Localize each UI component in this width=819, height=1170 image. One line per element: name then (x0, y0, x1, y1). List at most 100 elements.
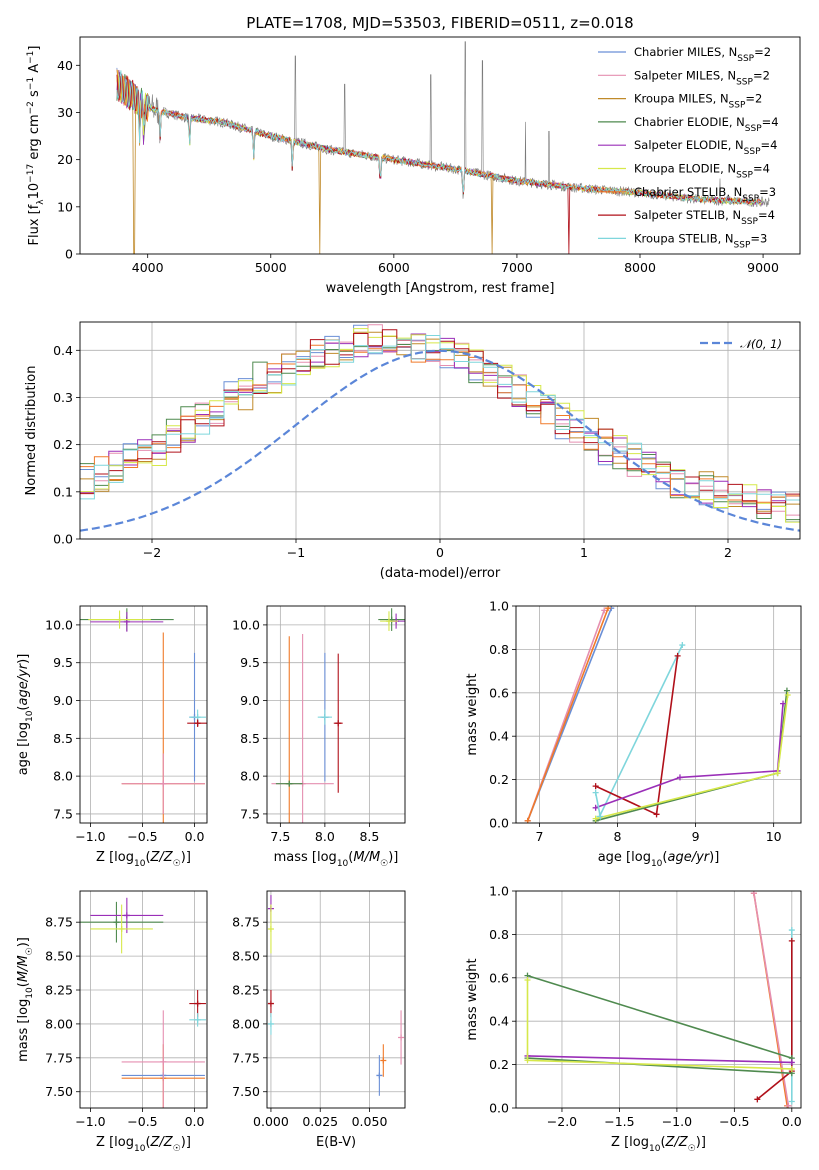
x-axis-label: age [log10(age/yr)] (598, 850, 720, 869)
panel-massweight-vs-age: 7 8 9 10 0.0 0.2 0.4 0.6 0.8 1.0 (489, 599, 802, 844)
y-tick-label: 0.2 (53, 437, 73, 452)
plot-area (271, 608, 405, 823)
series-line (527, 1057, 792, 1075)
data-point (788, 1059, 795, 1066)
y-tick-label: 8.25 (45, 983, 73, 998)
model-spectrum (116, 69, 764, 205)
y-tick-label: 8.0 (240, 769, 260, 784)
x-tick-label: 2 (724, 545, 732, 560)
data-point (267, 1000, 274, 1007)
x-tick-label: −1 (287, 545, 305, 560)
data-point (674, 652, 681, 659)
y-tick-label: 8.5 (240, 731, 260, 746)
y-axis-label: age [log10(age/yr)] (16, 654, 35, 776)
axes-frame (79, 36, 801, 255)
data-point (676, 774, 683, 781)
y-axis-label: Flux [fλ10−17 erg cm−2 s−1 A−1] (26, 46, 46, 246)
x-tick-label: 8.5 (359, 829, 379, 844)
y-axis-label: mass weight (465, 673, 480, 755)
data-point (113, 919, 120, 926)
data-point (774, 770, 781, 777)
figure-title: PLATE=1708, MJD=53503, FIBERID=0511, z=0… (246, 14, 633, 32)
y-axis-label: Normed distribution (24, 366, 39, 496)
series-line (526, 607, 609, 822)
x-tick-label: 0.000 (253, 1114, 289, 1129)
series-line (598, 644, 684, 817)
x-axis-label: wavelength [Angstrom, rest frame] (326, 281, 555, 296)
x-tick-label: −0.5 (719, 1114, 749, 1129)
legend-label: Kroupa ELODIE, NSSP=4 (634, 162, 770, 181)
model-spectrum (116, 75, 567, 254)
y-tick-label: 1.0 (489, 599, 509, 614)
x-tick-label: 0.050 (352, 1114, 388, 1129)
x-tick-label: −1.0 (75, 1114, 105, 1129)
x-tick-label: 9000 (747, 260, 779, 275)
x-tick-label: 7.5 (270, 829, 290, 844)
data-point (335, 720, 342, 727)
series-line (594, 792, 602, 817)
x-tick-label: 4000 (132, 260, 164, 275)
x-tick-label: −0.5 (127, 1114, 157, 1129)
residual-histogram-step (80, 324, 800, 516)
x-tick-label: 0.0 (782, 1114, 802, 1129)
series-line (753, 893, 790, 1106)
legend-label: Kroupa MILES, NSSP=2 (634, 92, 762, 111)
plot-area (80, 324, 800, 532)
data-point (788, 1065, 795, 1072)
data-point (601, 607, 608, 614)
x-tick-label: 10 (766, 829, 782, 844)
y-tick-label: 7.75 (232, 1050, 260, 1065)
y-tick-label: 7.5 (240, 806, 260, 821)
y-tick-label: 30 (57, 105, 73, 120)
x-tick-label: 0.0 (185, 829, 205, 844)
y-tick-label: 0.1 (53, 484, 73, 499)
plot-area (80, 608, 207, 823)
legend-label: Salpeter STELIB, NSSP=4 (634, 208, 775, 227)
y-tick-label: 0.0 (489, 1101, 509, 1116)
data-point (524, 1057, 531, 1064)
panel-age-vs-mass: 7.5 8.0 8.5 7.5 8.0 8.5 9.0 9.5 10.0 (232, 605, 406, 844)
y-tick-label: 40 (57, 58, 73, 73)
data-point (194, 714, 201, 721)
data-point (286, 780, 293, 787)
y-tick-label: 0.3 (53, 390, 73, 405)
legend-label: Chabrier MILES, NSSP=2 (634, 45, 771, 64)
axes-frame (79, 605, 208, 824)
plot-area (267, 895, 405, 1096)
x-tick-label: −1.0 (75, 829, 105, 844)
y-tick-label: 9.0 (240, 693, 260, 708)
x-tick-label: 9 (692, 829, 700, 844)
axes-frame (266, 890, 406, 1109)
legend-label: Salpeter ELODIE, NSSP=4 (634, 138, 777, 157)
y-tick-label: 0 (65, 247, 73, 262)
data-point (160, 780, 167, 787)
x-tick-label: −0.5 (127, 829, 157, 844)
data-point (592, 804, 599, 811)
y-tick-label: 0.4 (489, 729, 509, 744)
x-tick-label: 8.0 (315, 829, 335, 844)
y-tick-label: 8.0 (53, 769, 73, 784)
x-tick-label: 5000 (255, 260, 287, 275)
x-tick-label: −2 (143, 545, 161, 560)
x-tick-label: −1.5 (604, 1114, 634, 1129)
series-line (527, 974, 793, 1059)
x-axis-label: Z [log10(Z/Z☉)] (611, 1135, 706, 1154)
panel-age-vs-Z: −1.0 −0.5 0.0 7.5 8.0 8.5 9.0 9.5 10.0 (45, 605, 208, 844)
plot-area (80, 897, 206, 1108)
data-point (524, 976, 531, 983)
data-point (788, 937, 795, 944)
data-point (194, 1016, 201, 1023)
legend-label: Chabrier STELIB, NSSP=3 (634, 185, 776, 204)
y-tick-label: 8.25 (232, 983, 260, 998)
data-point (160, 1058, 167, 1065)
data-point (321, 714, 328, 721)
data-point (788, 927, 795, 934)
y-tick-label: 0.8 (489, 642, 509, 657)
plot-area (524, 891, 795, 1108)
y-tick-label: 9.5 (53, 655, 73, 670)
y-tick-label: 8.50 (45, 949, 73, 964)
data-point (679, 642, 686, 649)
x-axis-label: E(B-V) (316, 1135, 356, 1150)
x-tick-label: 1 (580, 545, 588, 560)
